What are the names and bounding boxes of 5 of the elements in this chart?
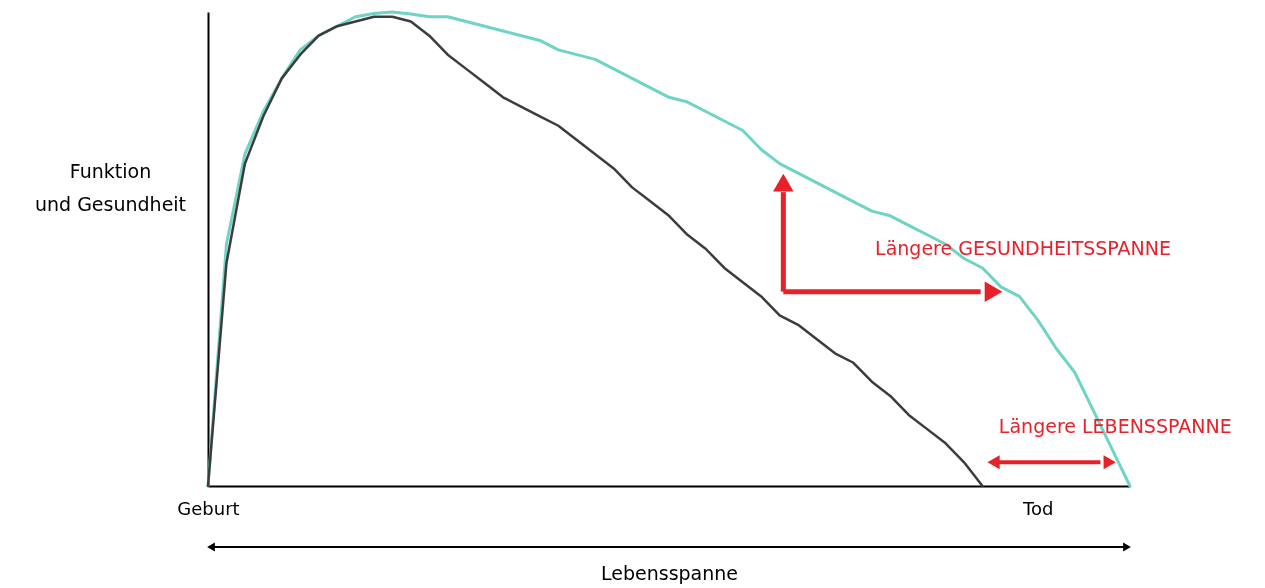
y-axis-title: Funktion und Gesundheit <box>34 159 187 215</box>
annotation: Längere GESUNDHEITSSPANNE <box>875 237 1172 259</box>
x-tick-label: Geburt <box>177 497 240 519</box>
x-axis-title: Lebensspanne <box>600 561 739 584</box>
x-tick-label: Tod <box>1022 497 1054 519</box>
